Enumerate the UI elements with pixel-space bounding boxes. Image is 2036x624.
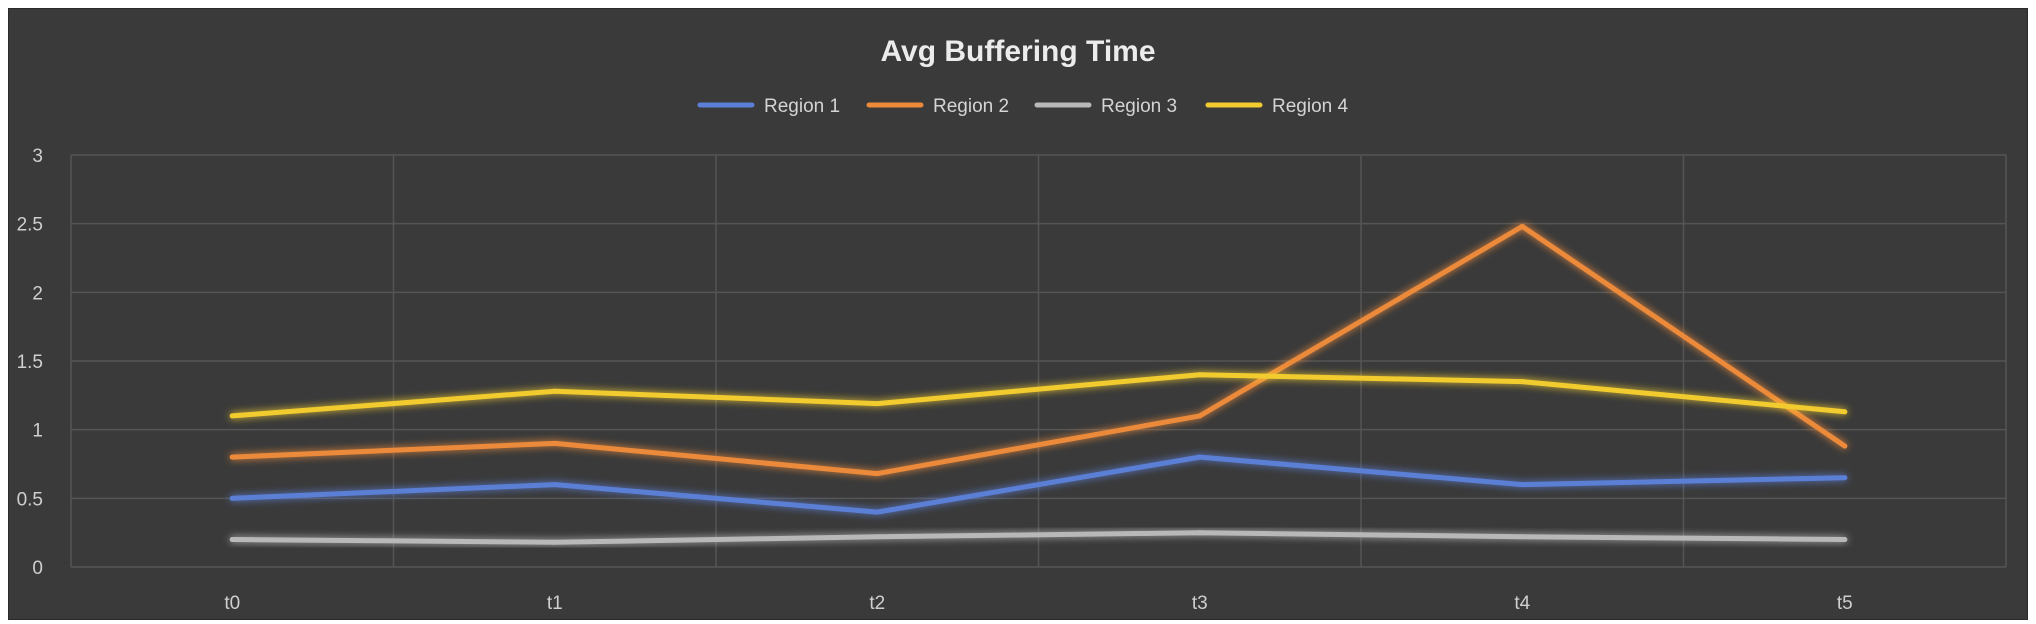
- data-point-region-4: [1197, 372, 1203, 378]
- x-tick-label: t4: [1514, 593, 1530, 614]
- y-tick-label: 2: [32, 283, 43, 304]
- series-line-region-4: [229, 372, 1848, 419]
- data-point-region-4: [1519, 379, 1525, 385]
- axis-layer: 0 0.5 1 1.5 2 2.5 3 t0 t1 t2 t3 t4 t5: [17, 146, 1853, 614]
- legend-label: Region 1: [764, 96, 840, 117]
- data-point-region-4: [1842, 409, 1848, 415]
- data-point-region-2: [874, 471, 880, 477]
- data-point-region-2: [552, 440, 558, 446]
- data-point-region-2: [1519, 223, 1525, 229]
- data-point-region-4: [874, 401, 880, 407]
- chart-title: Avg Buffering Time: [880, 35, 1155, 68]
- y-tick-label: 0.5: [17, 489, 43, 510]
- series-layer: [229, 223, 1848, 545]
- x-tick-label: t3: [1192, 593, 1208, 614]
- series-line-region-2: [229, 223, 1848, 477]
- data-point-region-1: [874, 509, 880, 515]
- data-point-region-1: [229, 495, 235, 501]
- chart-frame: Avg Buffering Time 0 0.5 1 1.5 2 2.5 3 t0 t1 t2 t3…: [8, 8, 2028, 620]
- legend-label: Region 3: [1101, 96, 1177, 117]
- data-point-region-3: [1197, 530, 1203, 536]
- data-point-region-2: [229, 454, 235, 460]
- data-point-region-3: [229, 537, 235, 543]
- x-tick-label: t0: [224, 593, 240, 614]
- x-tick-label: t1: [547, 593, 563, 614]
- y-tick-label: 2.5: [17, 215, 43, 236]
- data-point-region-1: [1842, 475, 1848, 481]
- data-point-region-2: [1842, 443, 1848, 449]
- legend-item: Region 3: [1034, 96, 1177, 117]
- legend-label: Region 4: [1272, 96, 1348, 117]
- data-point-region-1: [552, 482, 558, 488]
- y-tick-label: 3: [32, 146, 43, 167]
- y-tick-label: 1: [32, 421, 43, 442]
- data-point-region-2: [1197, 413, 1203, 419]
- data-point-region-3: [874, 534, 880, 540]
- series-line-region-3: [229, 530, 1848, 545]
- legend-item: Region 4: [1205, 96, 1348, 117]
- data-point-region-1: [1519, 482, 1525, 488]
- legend-item: Region 1: [697, 96, 840, 117]
- legend: Region 1 Region 2 Region 3 Region 4: [697, 96, 1348, 117]
- series-line-region-1: [229, 454, 1848, 515]
- data-point-region-1: [1197, 454, 1203, 460]
- data-point-region-4: [552, 388, 558, 394]
- legend-label: Region 2: [933, 96, 1009, 117]
- grid-layer: [70, 154, 2007, 568]
- x-tick-label: t2: [869, 593, 885, 614]
- y-tick-label: 1.5: [17, 352, 43, 373]
- data-point-region-3: [1842, 537, 1848, 543]
- chart-svg: Avg Buffering Time 0 0.5 1 1.5 2 2.5 3 t0 t1 t2 t3…: [17, 35, 2007, 614]
- data-point-region-3: [1519, 534, 1525, 540]
- data-point-region-4: [229, 413, 235, 419]
- data-point-region-3: [552, 539, 558, 545]
- x-tick-label: t5: [1837, 593, 1853, 614]
- y-tick-label: 0: [32, 558, 43, 579]
- legend-item: Region 2: [866, 96, 1009, 117]
